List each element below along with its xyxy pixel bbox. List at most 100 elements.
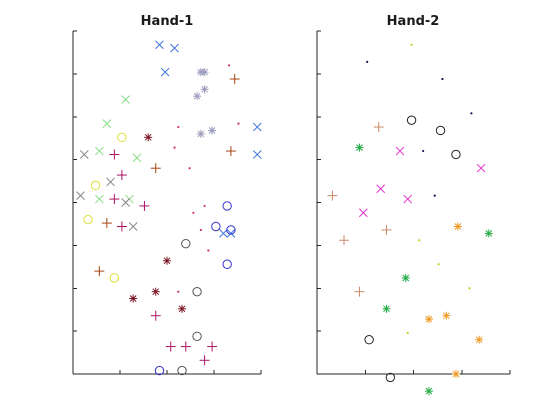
data-point-star-marker bbox=[453, 222, 462, 231]
data-point-dot-marker bbox=[177, 290, 180, 293]
data-point-dot-marker bbox=[237, 122, 240, 125]
data-point-plus-marker bbox=[116, 170, 127, 181]
data-point-star-marker bbox=[442, 311, 451, 320]
data-point-dot-marker bbox=[406, 331, 409, 334]
data-point-x-marker bbox=[106, 177, 115, 187]
data-point-star-marker bbox=[144, 133, 153, 142]
data-point-circle-marker bbox=[181, 238, 191, 249]
data-point-plus-marker bbox=[150, 163, 161, 174]
data-point-plus-marker bbox=[150, 310, 161, 321]
data-point-star-marker bbox=[163, 256, 171, 265]
data-point-circle-marker bbox=[177, 365, 187, 376]
data-point-star-marker bbox=[151, 287, 160, 296]
data-point-star-marker bbox=[424, 315, 433, 324]
data-point-dot-marker bbox=[188, 167, 191, 170]
data-point-x-marker bbox=[132, 153, 142, 163]
data-point-dot-marker bbox=[192, 211, 195, 214]
data-point-star-marker bbox=[178, 304, 187, 313]
data-point-plus-marker bbox=[116, 221, 127, 232]
data-point-plus-marker bbox=[229, 74, 240, 85]
data-point-circle-marker bbox=[451, 149, 461, 160]
chart-title-hand-1: Hand-1 bbox=[141, 14, 194, 29]
data-point-circle-marker bbox=[83, 214, 93, 225]
data-point-plus-marker bbox=[339, 235, 350, 246]
data-point-dot-marker bbox=[173, 146, 176, 149]
data-point-star-marker bbox=[401, 273, 410, 282]
data-point-star-marker bbox=[196, 129, 205, 138]
data-point-dot-marker bbox=[207, 249, 210, 252]
data-point-circle-marker bbox=[222, 259, 232, 269]
data-point-circle-marker bbox=[406, 115, 417, 125]
data-point-plus-marker bbox=[109, 149, 120, 160]
data-point-circle-marker bbox=[117, 132, 127, 143]
data-point-star-marker bbox=[355, 143, 364, 152]
chart-title-hand-2: Hand-2 bbox=[387, 14, 440, 29]
data-point-x-marker bbox=[376, 184, 386, 194]
data-point-circle-marker bbox=[435, 125, 446, 136]
data-point-dot-marker bbox=[468, 287, 471, 290]
data-point-x-marker bbox=[102, 119, 112, 128]
data-point-x-marker bbox=[252, 122, 262, 132]
data-point-x-marker bbox=[121, 198, 130, 207]
data-point-circle-marker bbox=[109, 273, 120, 283]
data-point-dot-marker bbox=[470, 112, 473, 115]
data-point-star-marker bbox=[200, 68, 209, 77]
data-point-x-marker bbox=[252, 150, 262, 159]
data-point-plus-marker bbox=[327, 190, 338, 201]
data-point-x-marker bbox=[121, 95, 130, 104]
data-point-circle-marker bbox=[364, 335, 374, 345]
data-point-plus-marker bbox=[199, 355, 210, 366]
data-point-x-marker bbox=[76, 191, 85, 200]
data-point-circle-marker bbox=[192, 331, 202, 341]
data-point-dot-marker bbox=[410, 43, 413, 46]
data-point-plus-marker bbox=[381, 224, 392, 235]
data-point-plus-marker bbox=[354, 286, 365, 297]
data-point-plus-marker bbox=[109, 194, 120, 205]
data-point-plus-marker bbox=[101, 218, 112, 229]
data-point-dot-marker bbox=[418, 239, 421, 242]
scatter-panel-hand-1: Hand-1 bbox=[72, 14, 262, 376]
data-point-dot-marker bbox=[203, 204, 206, 208]
data-point-star-marker bbox=[424, 387, 433, 396]
data-point-circle-marker bbox=[211, 221, 221, 232]
data-point-dot-marker bbox=[366, 60, 369, 63]
data-point-dot-marker bbox=[422, 149, 425, 153]
data-point-x-marker bbox=[128, 222, 138, 231]
data-point-star-marker bbox=[193, 92, 202, 101]
data-point-dot-marker bbox=[199, 228, 202, 232]
data-point-plus-marker bbox=[94, 266, 105, 277]
data-point-x-marker bbox=[94, 194, 104, 204]
data-point-x-marker bbox=[160, 67, 170, 77]
data-point-x-marker bbox=[219, 229, 228, 238]
data-point-x-marker bbox=[170, 43, 179, 53]
data-point-x-marker bbox=[155, 40, 164, 50]
data-point-x-marker bbox=[226, 229, 236, 238]
data-point-star-marker bbox=[200, 85, 209, 94]
data-point-plus-marker bbox=[180, 341, 191, 352]
data-point-circle-marker bbox=[385, 372, 396, 383]
data-point-plus-marker bbox=[139, 200, 150, 211]
data-point-circle-marker bbox=[154, 365, 165, 376]
data-point-plus-marker bbox=[373, 122, 384, 133]
data-point-x-marker bbox=[94, 146, 104, 156]
data-point-circle-marker bbox=[222, 201, 232, 211]
data-point-circle-marker bbox=[226, 225, 236, 235]
data-point-x-marker bbox=[395, 146, 405, 156]
data-point-dot-marker bbox=[227, 64, 231, 67]
data-point-dot-marker bbox=[177, 125, 180, 129]
data-point-x-marker bbox=[79, 150, 89, 159]
data-point-star-marker bbox=[129, 294, 138, 303]
data-point-dot-marker bbox=[441, 77, 444, 81]
data-point-plus-marker bbox=[207, 341, 218, 352]
data-point-x-marker bbox=[476, 163, 486, 173]
data-point-star-marker bbox=[484, 229, 493, 238]
data-point-dot-marker bbox=[437, 263, 440, 266]
data-point-x-marker bbox=[403, 194, 413, 204]
data-point-x-marker bbox=[358, 208, 368, 218]
data-point-dot-marker bbox=[433, 194, 436, 197]
data-point-plus-marker bbox=[225, 146, 236, 157]
data-point-star-marker bbox=[475, 335, 484, 344]
scatter-panel-hand-2: Hand-2 bbox=[316, 14, 511, 396]
data-point-circle-marker bbox=[90, 180, 101, 191]
